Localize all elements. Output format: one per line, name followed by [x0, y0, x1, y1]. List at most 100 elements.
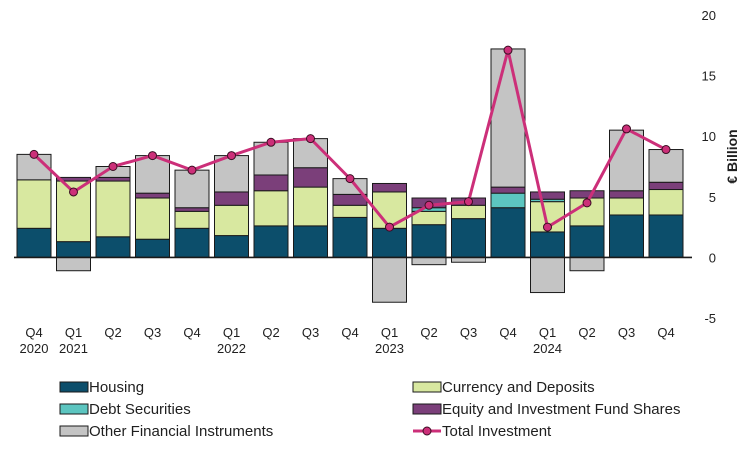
total-investment-point-16: [661, 145, 671, 155]
x-tick-label: Q4: [657, 325, 674, 340]
bar-debt-securities-12: [490, 192, 526, 209]
bar-currency-and-deposits-0: [16, 179, 52, 229]
total-investment-point-2: [108, 162, 118, 171]
y-tick-label: 10: [702, 129, 716, 144]
legend-marker-total-investment: [422, 426, 432, 436]
x-tick-label: Q2: [578, 325, 595, 340]
total-investment-point-13: [543, 222, 552, 232]
bar-housing-1: [56, 241, 91, 258]
total-investment-point-7: [306, 134, 315, 144]
bar-currency-and-deposits-15: [609, 197, 644, 216]
total-investment-point-6: [266, 137, 276, 147]
total-investment-point-3: [148, 151, 157, 161]
bar-other-financial-instruments-14: [569, 256, 605, 272]
total-investment-point-9: [385, 222, 394, 232]
legend-label-total-investment: Total Investment: [442, 423, 552, 440]
bar-housing-8: [332, 216, 368, 258]
bar-housing-2: [95, 236, 131, 258]
x-tick-label: Q2: [420, 325, 437, 340]
x-tick-label: Q3: [144, 325, 161, 340]
bar-currency-and-deposits-5: [214, 204, 249, 237]
x-tick-label: Q3: [460, 325, 477, 340]
y-tick-label: 15: [702, 69, 716, 84]
bar-housing-16: [648, 214, 684, 258]
total-investment-point-5: [227, 151, 236, 161]
y-tick-label: 20: [702, 8, 716, 23]
bar-currency-and-deposits-7: [293, 186, 328, 227]
bar-equity-and-investment-fund-shares-2: [95, 176, 131, 182]
bar-equity-and-investment-fund-shares-14: [569, 190, 605, 199]
bar-other-financial-instruments-5: [214, 155, 249, 193]
x-year-label: 2021: [59, 341, 88, 356]
x-tick-label: Q3: [618, 325, 635, 340]
bar-other-financial-instruments-10: [411, 256, 447, 266]
legend-swatch-equity-and-investment-fund-shares: [412, 403, 442, 415]
legend-label-housing: Housing: [89, 379, 144, 396]
bar-equity-and-investment-fund-shares-4: [174, 207, 210, 212]
legend-swatch-housing: [59, 381, 89, 393]
bar-housing-6: [253, 225, 289, 258]
total-investment-point-4: [187, 165, 197, 175]
bar-housing-9: [372, 227, 407, 258]
bar-housing-5: [214, 235, 249, 258]
total-investment-point-15: [622, 124, 631, 134]
bar-equity-and-investment-fund-shares-7: [293, 167, 328, 188]
bar-other-financial-instruments-12: [490, 48, 526, 188]
legend-label-currency-and-deposits: Currency and Deposits: [442, 379, 595, 396]
legend: Housing Currency and Deposits Debt Securit…: [59, 379, 680, 440]
bar-equity-and-investment-fund-shares-6: [253, 174, 289, 192]
x-tick-label: Q1: [223, 325, 240, 340]
total-investment-point-11: [464, 197, 473, 207]
bar-housing-10: [411, 224, 447, 258]
x-tick-label: Q4: [499, 325, 516, 340]
bar-other-financial-instruments-1: [56, 256, 91, 272]
x-tick-label: Q2: [262, 325, 279, 340]
bar-housing-14: [569, 225, 605, 258]
x-year-label: 2020: [20, 341, 49, 356]
bar-housing-13: [530, 231, 565, 258]
bar-currency-and-deposits-8: [332, 204, 368, 218]
bar-currency-and-deposits-16: [648, 189, 684, 216]
total-investment-point-10: [424, 200, 434, 210]
bar-equity-and-investment-fund-shares-13: [530, 191, 565, 200]
x-tick-label: Q3: [302, 325, 319, 340]
legend-label-equity-and-investment-fund-shares: Equity and Investment Fund Shares: [442, 401, 680, 418]
bar-other-financial-instruments-13: [530, 256, 565, 294]
bar-currency-and-deposits-2: [95, 180, 131, 238]
legend-swatch-debt-securities: [59, 403, 89, 415]
bar-equity-and-investment-fund-shares-5: [214, 191, 249, 206]
bar-other-financial-instruments-9: [372, 256, 407, 303]
bar-currency-and-deposits-3: [135, 197, 170, 240]
x-tick-label: Q1: [65, 325, 82, 340]
bar-equity-and-investment-fund-shares-9: [372, 182, 407, 193]
total-investment-point-1: [69, 187, 78, 197]
y-tick-label: 0: [709, 250, 716, 265]
bar-other-financial-instruments-3: [135, 155, 170, 194]
y-axis-ticks: -5 0 5 10 15 20: [702, 8, 716, 326]
bar-housing-0: [16, 227, 52, 258]
bar-equity-and-investment-fund-shares-16: [648, 181, 684, 191]
bar-currency-and-deposits-11: [451, 204, 486, 220]
bar-housing-11: [451, 218, 486, 258]
bar-other-financial-instruments-15: [609, 129, 644, 192]
total-investment-point-0: [29, 149, 39, 159]
y-tick-label: -5: [704, 311, 716, 326]
bar-housing-15: [609, 214, 644, 258]
bar-equity-and-investment-fund-shares-15: [609, 190, 644, 199]
x-tick-label: Q4: [183, 325, 200, 340]
x-year-label: 2024: [533, 341, 562, 356]
bar-housing-4: [174, 227, 210, 258]
x-year-label: 2023: [375, 341, 404, 356]
x-tick-label: Q4: [341, 325, 358, 340]
bar-equity-and-investment-fund-shares-3: [135, 192, 170, 199]
x-tick-label: Q4: [25, 325, 42, 340]
bar-other-financial-instruments-6: [253, 141, 289, 176]
bar-other-financial-instruments-4: [174, 169, 210, 209]
legend-label-debt-securities: Debt Securities: [89, 401, 191, 418]
total-investment-point-14: [582, 198, 592, 208]
bar-housing-12: [490, 207, 526, 258]
x-tick-label: Q1: [381, 325, 398, 340]
legend-label-other-financial-instruments: Other Financial Instruments: [89, 423, 273, 440]
legend-swatch-currency-and-deposits: [412, 381, 442, 393]
bar-equity-and-investment-fund-shares-8: [332, 193, 368, 206]
